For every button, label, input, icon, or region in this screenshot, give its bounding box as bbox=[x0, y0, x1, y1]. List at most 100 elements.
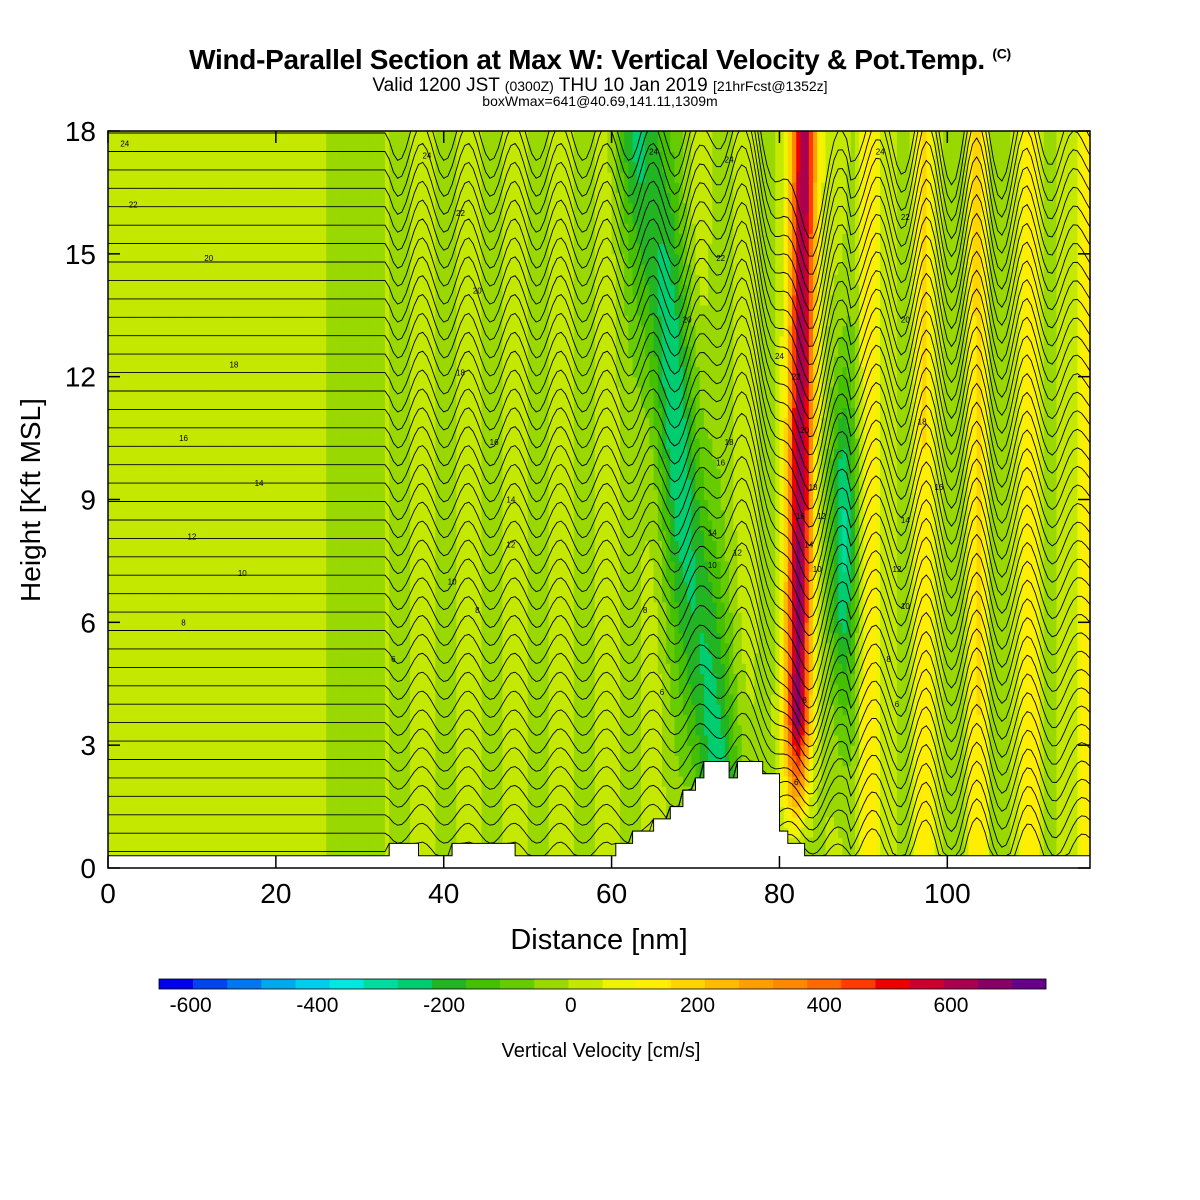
velocity-cell bbox=[271, 734, 277, 746]
velocity-cell bbox=[355, 284, 361, 296]
velocity-cell bbox=[384, 734, 390, 746]
velocity-cell bbox=[305, 264, 311, 275]
velocity-cell bbox=[284, 827, 290, 838]
velocity-cell bbox=[292, 171, 298, 183]
velocity-cell bbox=[229, 530, 235, 542]
velocity-cell bbox=[128, 571, 134, 582]
velocity-cell bbox=[393, 540, 399, 552]
velocity-cell bbox=[372, 468, 378, 480]
velocity-cell bbox=[263, 550, 269, 562]
velocity-cell bbox=[187, 141, 193, 153]
velocity-cell bbox=[124, 755, 130, 767]
velocity-cell bbox=[355, 612, 361, 623]
velocity-cell bbox=[322, 489, 327, 501]
velocity-cell bbox=[317, 765, 323, 777]
velocity-cell bbox=[242, 581, 248, 593]
velocity-cell bbox=[145, 427, 151, 439]
velocity-cell bbox=[280, 202, 285, 214]
velocity-cell bbox=[116, 673, 122, 685]
velocity-cell bbox=[355, 315, 361, 327]
velocity-cell bbox=[376, 591, 382, 603]
velocity-cell bbox=[242, 612, 248, 623]
velocity-cell bbox=[170, 530, 176, 542]
velocity-cell bbox=[141, 151, 147, 163]
velocity-cell bbox=[355, 171, 361, 183]
velocity-cell bbox=[372, 622, 378, 634]
velocity-cell bbox=[133, 335, 138, 347]
velocity-cell bbox=[347, 376, 353, 388]
velocity-cell bbox=[380, 448, 386, 460]
velocity-cell bbox=[229, 653, 235, 664]
velocity-cell bbox=[175, 151, 180, 163]
velocity-cell bbox=[233, 427, 239, 439]
velocity-cell bbox=[170, 131, 176, 142]
velocity-cell bbox=[204, 171, 210, 183]
velocity-cell bbox=[170, 366, 176, 378]
velocity-cell bbox=[238, 571, 243, 582]
velocity-cell bbox=[347, 560, 353, 572]
velocity-cell bbox=[359, 489, 365, 501]
velocity-cell bbox=[330, 550, 336, 562]
velocity-cell bbox=[154, 233, 159, 245]
velocity-cell bbox=[384, 182, 390, 194]
velocity-cell bbox=[355, 253, 361, 265]
velocity-cell bbox=[183, 847, 189, 859]
velocity-cell bbox=[271, 663, 277, 675]
velocity-cell bbox=[124, 325, 130, 337]
velocity-cell bbox=[317, 397, 323, 408]
velocity-cell bbox=[149, 335, 155, 347]
velocity-cell bbox=[309, 847, 315, 859]
velocity-cell bbox=[221, 519, 227, 531]
velocity-cell bbox=[229, 243, 235, 255]
velocity-cell bbox=[389, 345, 394, 357]
velocity-cell bbox=[254, 693, 260, 705]
velocity-cell bbox=[154, 192, 159, 204]
velocity-cell bbox=[380, 581, 386, 593]
velocity-cell bbox=[175, 356, 180, 368]
velocity-cell bbox=[263, 376, 269, 388]
velocity-cell bbox=[187, 131, 193, 142]
velocity-cell bbox=[359, 315, 365, 327]
velocity-cell bbox=[112, 335, 117, 347]
velocity-cell bbox=[145, 827, 151, 838]
velocity-cell bbox=[112, 540, 117, 552]
velocity-cell bbox=[133, 509, 138, 521]
velocity-cell bbox=[263, 786, 269, 797]
velocity-cell bbox=[384, 683, 390, 695]
velocity-cell bbox=[271, 806, 277, 818]
velocity-cell bbox=[128, 397, 134, 408]
velocity-cell bbox=[338, 417, 344, 429]
velocity-cell bbox=[288, 601, 294, 613]
velocity-cell bbox=[145, 499, 151, 511]
velocity-cell bbox=[389, 141, 394, 153]
velocity-cell bbox=[238, 601, 243, 613]
velocity-cell bbox=[221, 223, 227, 234]
velocity-cell bbox=[372, 724, 378, 736]
velocity-cell bbox=[179, 530, 185, 542]
velocity-cell bbox=[112, 141, 117, 153]
velocity-cell bbox=[233, 345, 239, 357]
velocity-cell bbox=[355, 305, 361, 316]
velocity-cell bbox=[372, 816, 378, 828]
velocity-cell bbox=[389, 253, 394, 265]
velocity-cell bbox=[158, 755, 164, 767]
velocity-cell bbox=[317, 427, 323, 439]
velocity-cell bbox=[280, 612, 285, 623]
velocity-cell bbox=[384, 243, 390, 255]
velocity-cell bbox=[128, 581, 134, 593]
velocity-cell bbox=[330, 294, 336, 306]
velocity-cell bbox=[259, 448, 264, 460]
velocity-cell bbox=[334, 550, 340, 562]
velocity-cell bbox=[292, 519, 298, 531]
velocity-cell bbox=[229, 745, 235, 757]
velocity-cell bbox=[128, 530, 134, 542]
velocity-cell bbox=[229, 397, 235, 408]
velocity-cell bbox=[317, 233, 323, 245]
velocity-cell bbox=[376, 519, 382, 531]
velocity-cell bbox=[368, 151, 373, 163]
velocity-cell bbox=[175, 806, 180, 818]
velocity-cell bbox=[116, 479, 122, 490]
velocity-cell bbox=[393, 816, 399, 828]
velocity-cell bbox=[355, 745, 361, 757]
velocity-cell bbox=[330, 847, 336, 859]
